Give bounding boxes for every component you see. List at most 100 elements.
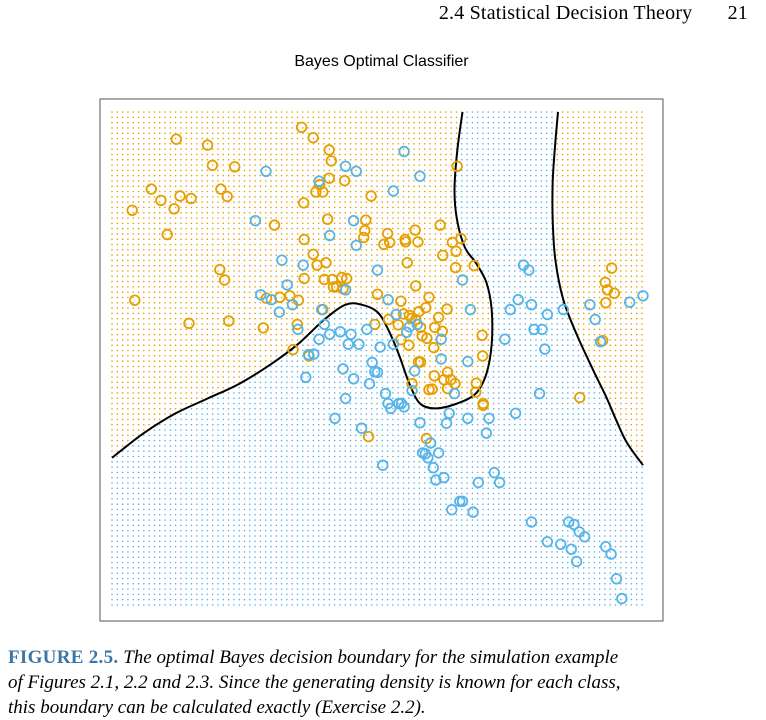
data-point-blue bbox=[371, 366, 384, 379]
data-point-blue bbox=[339, 160, 352, 173]
data-point-orange bbox=[291, 318, 304, 331]
data-point-orange bbox=[403, 339, 415, 351]
data-point-blue bbox=[509, 407, 522, 420]
data-point-blue bbox=[302, 348, 315, 361]
data-point-orange bbox=[608, 287, 621, 300]
data-point-orange bbox=[359, 224, 371, 237]
figure-caption: FIGURE 2.5. The optimal Bayes decision b… bbox=[8, 645, 756, 720]
data-point-blue bbox=[334, 326, 347, 338]
data-point-orange bbox=[371, 288, 384, 301]
data-point-orange bbox=[406, 378, 418, 390]
data-point-blue bbox=[427, 462, 440, 474]
data-point-orange bbox=[451, 160, 463, 173]
data-point-blue bbox=[637, 290, 649, 302]
data-point-orange bbox=[384, 236, 396, 249]
data-point-blue bbox=[353, 338, 365, 350]
data-point-blue bbox=[395, 397, 408, 410]
data-point-orange bbox=[298, 233, 310, 246]
data-point-blue bbox=[286, 299, 299, 311]
background-grid-dots bbox=[111, 111, 643, 606]
data-point-orange bbox=[287, 343, 299, 356]
data-point-blue bbox=[398, 401, 410, 413]
data-point-blue bbox=[568, 518, 580, 531]
data-point-blue bbox=[255, 289, 267, 301]
data-point-blue bbox=[557, 303, 570, 316]
data-point-orange bbox=[455, 232, 467, 245]
data-point-blue bbox=[292, 323, 304, 336]
data-point-orange bbox=[470, 386, 482, 398]
data-point-orange bbox=[295, 121, 308, 134]
data-point-blue bbox=[456, 495, 469, 508]
data-point-blue bbox=[528, 323, 540, 336]
data-point-blue bbox=[347, 214, 360, 227]
data-point-blue bbox=[318, 318, 331, 331]
data-point-blue bbox=[440, 417, 453, 429]
data-point-orange bbox=[323, 144, 335, 156]
data-point-blue bbox=[339, 392, 352, 405]
data-point-blue bbox=[464, 303, 477, 316]
data-point-blue bbox=[483, 412, 495, 425]
data-point-blue bbox=[403, 321, 416, 333]
data-point-blue bbox=[324, 328, 336, 341]
data-point-blue bbox=[435, 353, 447, 365]
data-point-orange bbox=[412, 236, 424, 248]
data-point-blue bbox=[422, 452, 434, 464]
data-point-blue bbox=[411, 318, 424, 331]
data-point-orange bbox=[449, 261, 462, 274]
data-point-blue bbox=[260, 165, 272, 178]
data-point-orange bbox=[183, 317, 195, 330]
plot-frame bbox=[99, 98, 664, 622]
data-point-orange bbox=[129, 294, 141, 306]
data-point-orange bbox=[606, 262, 618, 274]
data-point-orange bbox=[298, 272, 310, 285]
data-point-orange bbox=[161, 228, 173, 241]
data-point-orange bbox=[369, 318, 381, 331]
data-point-blue bbox=[406, 384, 418, 397]
data-point-blue bbox=[409, 365, 421, 377]
data-point-blue bbox=[499, 333, 511, 345]
data-point-blue bbox=[398, 145, 410, 158]
data-point-orange bbox=[476, 350, 489, 362]
data-point-blue bbox=[448, 387, 461, 400]
data-point-orange bbox=[395, 295, 407, 307]
data-point-blue bbox=[541, 536, 554, 548]
data-point-orange bbox=[600, 297, 612, 309]
data-point-blue bbox=[300, 371, 312, 384]
figure-label: FIGURE 2.5. bbox=[8, 647, 119, 668]
data-point-blue bbox=[536, 323, 548, 336]
data-point-blue bbox=[456, 274, 469, 286]
data-point-blue bbox=[350, 165, 363, 178]
data-point-blue bbox=[249, 214, 262, 227]
data-point-blue bbox=[347, 373, 360, 385]
data-point-blue bbox=[594, 336, 607, 348]
data-point-orange bbox=[392, 319, 404, 331]
data-point-orange bbox=[320, 257, 332, 269]
data-point-orange bbox=[574, 391, 586, 404]
data-point-blue bbox=[533, 387, 546, 400]
data-point-orange bbox=[126, 204, 138, 217]
data-point-orange bbox=[214, 263, 226, 276]
page-number: 21 bbox=[727, 2, 748, 24]
data-point-blue bbox=[467, 506, 479, 518]
data-point-blue bbox=[430, 474, 442, 486]
data-point-blue bbox=[462, 355, 474, 368]
data-point-orange bbox=[436, 325, 449, 338]
data-point-orange bbox=[358, 231, 370, 244]
data-point-orange bbox=[423, 291, 435, 304]
data-point-blue bbox=[345, 328, 357, 341]
data-point-blue bbox=[600, 541, 612, 553]
data-point-blue bbox=[382, 294, 394, 306]
data-point-orange bbox=[477, 397, 489, 410]
running-head: 2.4 Statistical Decision Theory 21 bbox=[439, 2, 748, 25]
caption-line-3: this boundary can be calculated exactly … bbox=[8, 697, 426, 718]
data-point-blue bbox=[584, 299, 596, 311]
data-point-orange bbox=[323, 172, 335, 184]
data-point-blue bbox=[308, 348, 320, 360]
data-point-orange bbox=[223, 315, 235, 327]
data-point-blue bbox=[313, 175, 325, 187]
section-title: 2.4 Statistical Decision Theory bbox=[438, 2, 693, 24]
data-point-orange bbox=[441, 366, 454, 379]
data-point-blue bbox=[539, 343, 551, 355]
data-point-blue bbox=[443, 407, 455, 420]
data-point-orange bbox=[365, 190, 377, 202]
